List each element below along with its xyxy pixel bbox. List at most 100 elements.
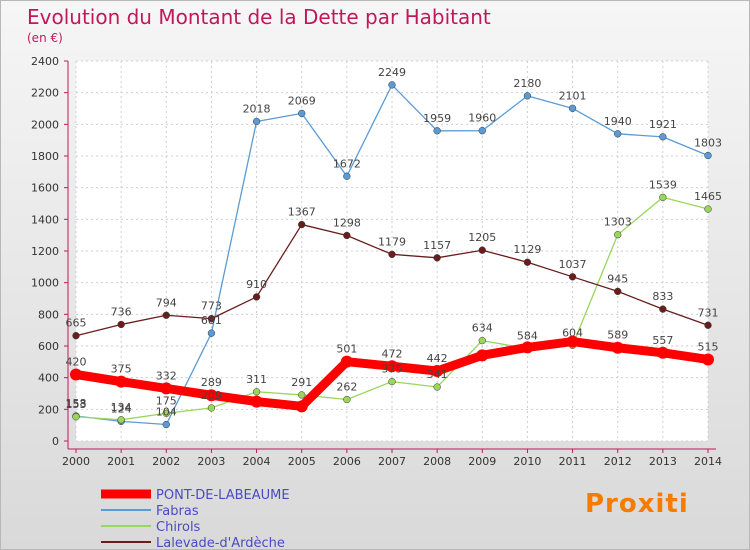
data-point bbox=[523, 258, 532, 266]
data-point bbox=[568, 273, 577, 281]
data-point bbox=[117, 416, 125, 424]
data-label: 584 bbox=[517, 330, 538, 343]
data-label: 1298 bbox=[333, 216, 361, 229]
data-point bbox=[704, 151, 712, 160]
data-label: 153 bbox=[66, 398, 87, 411]
legend-label: Lalevade-d'Ardèche bbox=[156, 536, 285, 549]
x-tick-label: 2009 bbox=[468, 455, 496, 468]
data-point bbox=[115, 375, 128, 388]
legend-label: PONT-DE-LABEAUME bbox=[156, 488, 290, 503]
data-point bbox=[343, 231, 351, 240]
data-label: 311 bbox=[246, 373, 267, 386]
data-point bbox=[523, 92, 532, 100]
data-label: 1539 bbox=[649, 178, 677, 191]
data-point bbox=[478, 246, 486, 254]
data-point bbox=[476, 349, 489, 362]
data-point bbox=[160, 382, 173, 395]
data-point bbox=[478, 127, 486, 135]
data-point bbox=[478, 336, 486, 345]
x-tick-label: 2013 bbox=[649, 455, 677, 468]
data-point bbox=[117, 320, 125, 329]
y-tick-label: 2400 bbox=[31, 55, 59, 68]
data-label: 158 bbox=[66, 397, 87, 410]
data-point bbox=[521, 341, 534, 354]
y-tick-label: 200 bbox=[38, 403, 59, 416]
data-point bbox=[388, 377, 396, 386]
data-label: 501 bbox=[336, 343, 357, 356]
data-label: 833 bbox=[652, 290, 673, 303]
data-point bbox=[207, 404, 216, 412]
data-point bbox=[659, 133, 667, 141]
data-point bbox=[298, 220, 306, 229]
legend-label: Chirols bbox=[156, 520, 201, 535]
data-point bbox=[162, 420, 170, 429]
y-tick-label: 600 bbox=[38, 340, 59, 353]
data-point bbox=[386, 360, 398, 373]
data-point bbox=[433, 127, 441, 135]
data-label: 291 bbox=[291, 376, 312, 389]
legend-label: Fabras bbox=[156, 504, 199, 519]
data-label: 634 bbox=[472, 322, 493, 335]
x-tick-label: 2008 bbox=[423, 455, 451, 468]
data-label: 1672 bbox=[333, 157, 361, 170]
data-point bbox=[433, 383, 441, 391]
data-label: 1960 bbox=[468, 112, 496, 125]
data-label: 289 bbox=[201, 376, 222, 389]
data-label: 1303 bbox=[604, 216, 632, 229]
x-tick-label: 2012 bbox=[604, 455, 632, 468]
data-point bbox=[566, 335, 579, 348]
data-point bbox=[298, 109, 306, 118]
y-tick-label: 2000 bbox=[31, 118, 59, 131]
data-label: 2069 bbox=[288, 94, 316, 107]
data-label: 736 bbox=[111, 305, 132, 318]
data-label: 375 bbox=[382, 363, 403, 376]
data-point bbox=[433, 254, 441, 262]
data-label: 557 bbox=[652, 334, 673, 347]
x-tick-label: 2011 bbox=[559, 455, 587, 468]
data-label: 1129 bbox=[513, 243, 541, 256]
data-label: 472 bbox=[382, 347, 403, 360]
x-tick-label: 2002 bbox=[152, 455, 180, 468]
data-label: 910 bbox=[246, 278, 267, 291]
y-tick-label: 1600 bbox=[31, 182, 59, 195]
proxiti-logo: Proxiti bbox=[585, 489, 689, 519]
y-tick-label: 400 bbox=[38, 372, 59, 385]
data-label: 1179 bbox=[378, 235, 406, 248]
y-tick-label: 2200 bbox=[31, 87, 59, 100]
data-point bbox=[162, 311, 170, 319]
x-tick-label: 2006 bbox=[333, 455, 361, 468]
data-point bbox=[298, 391, 306, 399]
data-point bbox=[250, 395, 263, 408]
data-label: 1037 bbox=[559, 258, 587, 271]
data-point bbox=[656, 346, 669, 359]
y-tick-label: 1200 bbox=[31, 245, 59, 258]
chart-subtitle: (en €) bbox=[27, 31, 63, 45]
data-label: 420 bbox=[66, 356, 87, 369]
x-tick-label: 2010 bbox=[513, 455, 541, 468]
x-tick-label: 2001 bbox=[107, 455, 135, 468]
data-label: 1205 bbox=[468, 231, 496, 244]
data-label: 1959 bbox=[423, 112, 451, 125]
data-label: 375 bbox=[111, 363, 132, 376]
data-point bbox=[614, 287, 622, 296]
data-label: 1465 bbox=[694, 190, 722, 203]
y-tick-label: 800 bbox=[38, 308, 59, 321]
data-label: 604 bbox=[562, 326, 583, 339]
data-point bbox=[431, 365, 444, 378]
data-point bbox=[568, 104, 577, 112]
data-point bbox=[207, 314, 216, 323]
data-label: 134 bbox=[111, 401, 132, 414]
data-label: 175 bbox=[156, 394, 177, 407]
data-point bbox=[252, 388, 261, 396]
data-point bbox=[704, 321, 712, 329]
data-point bbox=[252, 117, 261, 126]
data-point bbox=[343, 395, 351, 404]
chart-title: Evolution du Montant de la Dette par Hab… bbox=[27, 5, 491, 29]
data-label: 332 bbox=[156, 369, 177, 382]
data-label: 104 bbox=[156, 406, 177, 419]
x-tick-label: 2014 bbox=[694, 455, 722, 468]
data-label: 2180 bbox=[513, 77, 541, 90]
data-point bbox=[388, 250, 396, 258]
x-tick-label: 2007 bbox=[378, 455, 406, 468]
